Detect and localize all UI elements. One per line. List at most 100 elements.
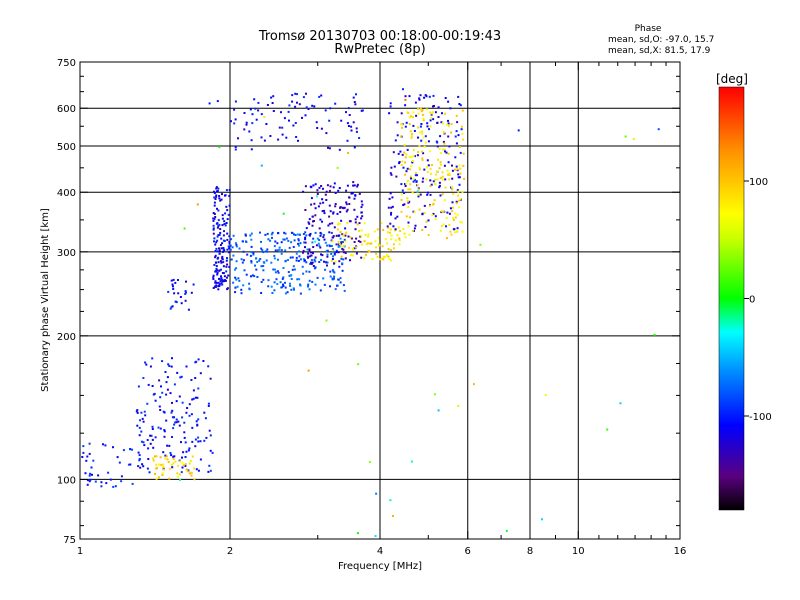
data-point bbox=[139, 419, 141, 422]
data-point bbox=[409, 130, 412, 133]
data-point bbox=[159, 456, 162, 459]
data-point bbox=[184, 290, 187, 293]
data-point bbox=[356, 215, 359, 218]
data-point bbox=[403, 151, 406, 154]
data-point bbox=[89, 478, 92, 481]
data-point bbox=[320, 259, 323, 261]
data-point bbox=[426, 193, 429, 196]
data-point bbox=[328, 231, 331, 234]
data-point bbox=[434, 218, 437, 221]
data-point bbox=[253, 275, 256, 278]
data-point bbox=[410, 136, 413, 139]
data-point bbox=[360, 206, 363, 209]
data-point bbox=[225, 265, 228, 268]
data-point bbox=[214, 256, 217, 259]
data-point bbox=[193, 467, 195, 470]
data-point bbox=[402, 228, 405, 230]
y-tick-label: 750 bbox=[57, 58, 76, 69]
data-point bbox=[246, 253, 249, 256]
data-point bbox=[197, 436, 200, 439]
data-point bbox=[417, 107, 420, 110]
data-point bbox=[120, 475, 123, 478]
data-point bbox=[218, 277, 220, 280]
data-point bbox=[220, 268, 222, 271]
data-point bbox=[94, 480, 97, 483]
data-point bbox=[350, 129, 353, 132]
data-point bbox=[302, 190, 305, 193]
data-point bbox=[436, 178, 439, 181]
data-point bbox=[215, 187, 218, 190]
data-point bbox=[323, 283, 326, 286]
data-point bbox=[286, 291, 289, 294]
data-point bbox=[245, 241, 248, 243]
data-point bbox=[327, 224, 330, 227]
data-point bbox=[327, 146, 329, 149]
data-point bbox=[290, 231, 293, 234]
data-point bbox=[182, 464, 185, 467]
data-point bbox=[299, 258, 302, 261]
data-point bbox=[288, 104, 291, 107]
data-point bbox=[234, 145, 237, 148]
data-point bbox=[310, 259, 313, 261]
data-point bbox=[298, 244, 300, 247]
data-point bbox=[517, 129, 520, 132]
data-point bbox=[363, 240, 366, 243]
data-point bbox=[185, 365, 188, 368]
data-point bbox=[389, 105, 392, 108]
data-point bbox=[243, 128, 246, 131]
data-point bbox=[260, 136, 263, 139]
data-point bbox=[177, 464, 180, 467]
data-point bbox=[260, 281, 263, 283]
data-point bbox=[352, 181, 355, 184]
data-point bbox=[446, 123, 449, 126]
data-point bbox=[322, 277, 325, 280]
data-point bbox=[147, 447, 150, 450]
data-point bbox=[282, 285, 285, 288]
data-point bbox=[177, 420, 180, 423]
data-point bbox=[463, 177, 466, 180]
data-point bbox=[354, 218, 357, 221]
data-point bbox=[178, 395, 181, 398]
data-point bbox=[288, 246, 291, 249]
data-point bbox=[170, 306, 173, 309]
data-point bbox=[405, 153, 408, 156]
data-point bbox=[250, 245, 253, 248]
data-point bbox=[321, 254, 324, 257]
data-point bbox=[324, 193, 327, 196]
data-point bbox=[336, 212, 339, 215]
data-point bbox=[181, 456, 183, 459]
data-point bbox=[168, 477, 171, 480]
data-point bbox=[97, 474, 100, 477]
data-point bbox=[224, 279, 227, 282]
data-point bbox=[309, 263, 312, 265]
data-point bbox=[454, 156, 457, 159]
data-point bbox=[323, 238, 326, 241]
data-point bbox=[337, 189, 340, 192]
data-point bbox=[456, 168, 459, 171]
data-point bbox=[303, 241, 306, 244]
data-point bbox=[313, 267, 316, 270]
data-point bbox=[179, 376, 182, 379]
data-point bbox=[189, 459, 192, 462]
data-point bbox=[410, 135, 413, 137]
data-point bbox=[389, 102, 392, 105]
data-point bbox=[606, 428, 609, 431]
data-point bbox=[249, 234, 252, 237]
data-point bbox=[237, 277, 240, 280]
data-point bbox=[183, 421, 186, 424]
data-point bbox=[138, 458, 141, 461]
data-point bbox=[441, 193, 444, 196]
data-point bbox=[455, 200, 458, 203]
data-point bbox=[216, 235, 219, 238]
data-point bbox=[88, 442, 91, 445]
data-point bbox=[318, 244, 321, 247]
data-point bbox=[444, 112, 447, 115]
data-point bbox=[456, 227, 459, 230]
data-point bbox=[406, 179, 409, 182]
data-point bbox=[390, 173, 393, 176]
data-point bbox=[316, 127, 319, 129]
data-point bbox=[213, 217, 216, 220]
data-point bbox=[223, 275, 226, 278]
data-point bbox=[461, 230, 464, 233]
data-point bbox=[363, 222, 366, 225]
